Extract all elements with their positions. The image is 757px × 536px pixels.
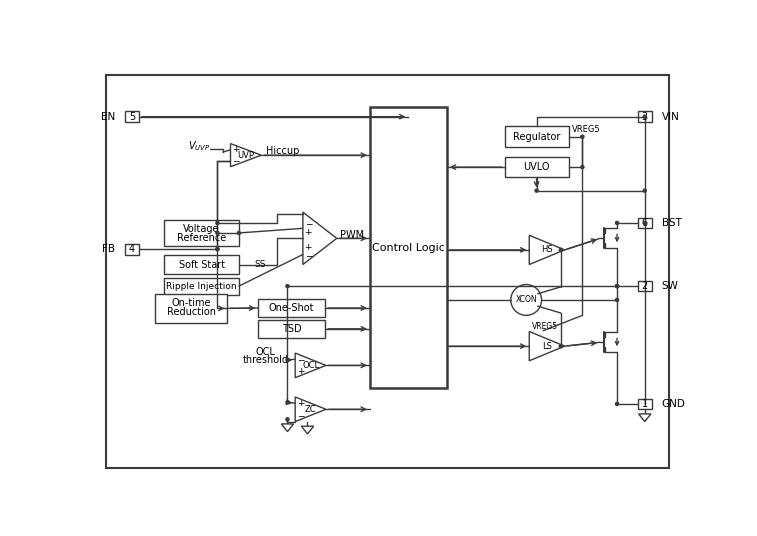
Text: ZC: ZC <box>305 405 316 414</box>
Text: 6: 6 <box>642 218 648 228</box>
Text: $V_{UVP}$: $V_{UVP}$ <box>188 139 210 153</box>
Circle shape <box>216 221 219 225</box>
FancyBboxPatch shape <box>164 220 239 246</box>
Circle shape <box>581 135 584 138</box>
Text: 2: 2 <box>642 281 648 291</box>
Text: OCL: OCL <box>302 361 319 370</box>
Circle shape <box>286 285 289 288</box>
Text: SW: SW <box>662 281 678 291</box>
FancyBboxPatch shape <box>258 320 326 338</box>
Text: GND: GND <box>662 399 686 409</box>
Text: 3: 3 <box>642 111 648 122</box>
Circle shape <box>286 401 289 404</box>
FancyBboxPatch shape <box>638 218 652 228</box>
FancyBboxPatch shape <box>370 107 447 389</box>
Text: Reference: Reference <box>177 233 226 243</box>
Circle shape <box>581 166 584 169</box>
Text: +: + <box>297 399 304 407</box>
Text: +: + <box>304 228 312 237</box>
Circle shape <box>615 285 618 288</box>
Text: Reduction: Reduction <box>167 307 216 317</box>
Text: Hiccup: Hiccup <box>266 146 300 157</box>
FancyBboxPatch shape <box>164 255 239 274</box>
FancyBboxPatch shape <box>505 126 569 147</box>
Polygon shape <box>282 424 294 431</box>
FancyBboxPatch shape <box>638 281 652 292</box>
Text: 1: 1 <box>642 399 648 409</box>
Circle shape <box>216 248 219 251</box>
Text: VIN: VIN <box>662 111 680 122</box>
Circle shape <box>559 248 562 251</box>
Circle shape <box>286 359 289 362</box>
Text: EN: EN <box>101 111 115 122</box>
Text: VREG5: VREG5 <box>572 124 600 133</box>
Text: HS: HS <box>541 245 553 255</box>
Circle shape <box>643 221 646 225</box>
Text: 4: 4 <box>129 244 135 254</box>
Circle shape <box>535 189 538 192</box>
Text: 5: 5 <box>129 111 135 122</box>
Polygon shape <box>230 144 261 167</box>
FancyBboxPatch shape <box>638 111 652 122</box>
Circle shape <box>511 285 541 315</box>
Text: UVLO: UVLO <box>523 162 550 172</box>
Text: PWM: PWM <box>340 230 364 240</box>
Circle shape <box>216 232 219 234</box>
Circle shape <box>615 285 618 288</box>
FancyBboxPatch shape <box>125 244 139 255</box>
Text: Voltage: Voltage <box>183 224 220 234</box>
FancyBboxPatch shape <box>505 158 569 177</box>
Text: Ripple Injection: Ripple Injection <box>167 281 237 291</box>
Polygon shape <box>303 212 337 265</box>
FancyBboxPatch shape <box>638 398 652 410</box>
Polygon shape <box>529 331 565 361</box>
Circle shape <box>238 232 241 234</box>
Text: OCL: OCL <box>256 347 276 358</box>
Text: Regulator: Regulator <box>513 132 560 142</box>
Text: +: + <box>297 367 304 376</box>
Circle shape <box>615 299 618 301</box>
Circle shape <box>615 221 618 225</box>
Polygon shape <box>529 235 565 265</box>
Text: BST: BST <box>662 218 681 228</box>
Circle shape <box>559 345 562 348</box>
Text: On-time: On-time <box>172 298 211 308</box>
Text: −: − <box>297 355 304 364</box>
Text: One-Shot: One-Shot <box>269 303 314 313</box>
Text: Soft Start: Soft Start <box>179 259 225 270</box>
Text: LS: LS <box>542 341 552 351</box>
Text: threshold: threshold <box>243 355 289 365</box>
FancyBboxPatch shape <box>106 75 669 468</box>
Text: FB: FB <box>102 244 115 254</box>
Text: VREG5: VREG5 <box>531 322 558 331</box>
FancyBboxPatch shape <box>164 278 239 295</box>
FancyBboxPatch shape <box>125 111 139 122</box>
FancyBboxPatch shape <box>258 299 326 317</box>
Polygon shape <box>295 353 326 378</box>
Circle shape <box>286 418 289 421</box>
Polygon shape <box>301 426 313 434</box>
Circle shape <box>615 403 618 405</box>
Text: XCON: XCON <box>516 295 537 304</box>
Text: Control Logic: Control Logic <box>372 243 445 253</box>
Polygon shape <box>639 414 651 422</box>
Circle shape <box>643 115 646 118</box>
Text: −: − <box>232 157 240 166</box>
Circle shape <box>216 248 219 251</box>
Text: −: − <box>297 411 304 420</box>
Circle shape <box>643 189 646 192</box>
Text: −: − <box>304 219 312 228</box>
Text: SS: SS <box>255 260 266 269</box>
FancyBboxPatch shape <box>155 294 227 323</box>
Text: +: + <box>232 145 240 154</box>
Text: −: − <box>304 251 312 260</box>
Polygon shape <box>295 397 326 422</box>
Text: TSD: TSD <box>282 324 301 334</box>
Text: +: + <box>304 243 312 252</box>
Text: UVP: UVP <box>238 151 254 160</box>
